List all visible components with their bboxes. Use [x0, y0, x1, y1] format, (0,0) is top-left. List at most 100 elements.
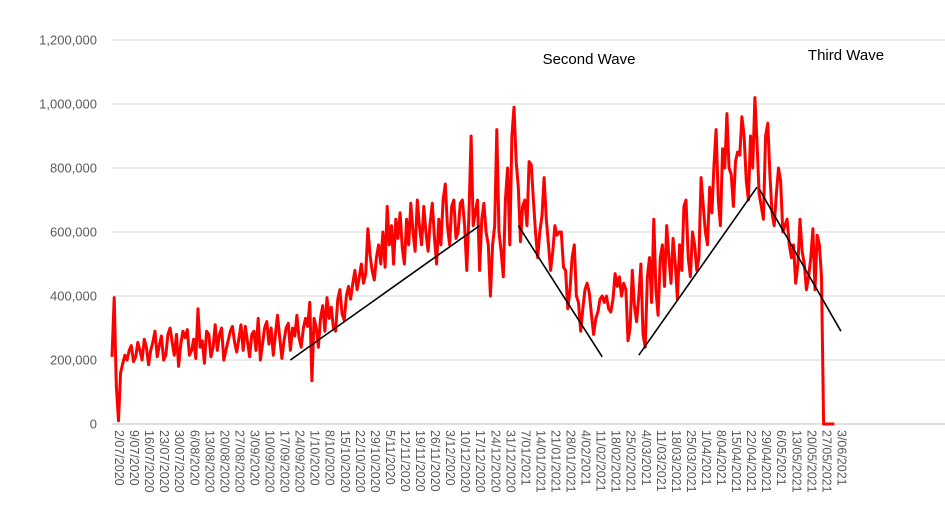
- data-point: [506, 167, 508, 169]
- x-tick-label: 3/12/2020: [443, 430, 457, 486]
- data-point: [330, 306, 332, 308]
- x-tick-label: 8/10/2020: [323, 430, 337, 486]
- data-point: [203, 362, 205, 364]
- data-point: [586, 282, 588, 284]
- x-tick-label: 24/09/2020: [293, 430, 307, 493]
- data-point: [455, 237, 457, 239]
- data-point: [115, 384, 117, 386]
- data-point: [599, 298, 601, 300]
- data-point: [730, 173, 732, 175]
- data-point: [427, 250, 429, 252]
- data-point: [820, 276, 822, 278]
- x-tick-label: 24/12/2020: [488, 430, 502, 493]
- x-tick-label: 12/11/2020: [398, 430, 412, 492]
- data-point: [810, 256, 812, 258]
- data-point: [156, 356, 158, 358]
- x-tick-label: 5/11/2020: [383, 430, 397, 485]
- data-point: [571, 256, 573, 258]
- data-point: [177, 365, 179, 367]
- data-point: [216, 349, 218, 351]
- data-point: [732, 205, 734, 207]
- data-point: [193, 338, 195, 340]
- data-point: [558, 231, 560, 233]
- data-point: [337, 298, 339, 300]
- data-point: [719, 224, 721, 226]
- data-point: [468, 215, 470, 217]
- x-tick-label: 23/07/2020: [157, 430, 171, 493]
- data-point: [274, 333, 276, 335]
- data-point: [487, 244, 489, 246]
- x-tick-label: 25/02/2021: [624, 430, 638, 493]
- data-point: [279, 336, 281, 338]
- data-point: [797, 263, 799, 265]
- data-point: [197, 308, 199, 310]
- data-point: [592, 333, 594, 335]
- data-point: [255, 349, 257, 351]
- data-point: [300, 346, 302, 348]
- data-point: [530, 164, 532, 166]
- data-point: [481, 218, 483, 220]
- trend-line: [758, 188, 842, 332]
- x-tick-label: 18/03/2021: [669, 430, 683, 493]
- data-point: [259, 359, 261, 361]
- x-tick-label: 30/07/2020: [172, 430, 186, 493]
- data-point: [784, 224, 786, 226]
- data-point: [246, 340, 248, 342]
- x-tick-label: 31/12/2020: [503, 430, 517, 493]
- data-point: [405, 218, 407, 220]
- data-point: [812, 228, 814, 230]
- data-point: [324, 330, 326, 332]
- data-point: [724, 167, 726, 169]
- data-point: [270, 327, 272, 329]
- data-point: [281, 357, 283, 359]
- data-point: [612, 298, 614, 300]
- data-point: [143, 338, 145, 340]
- data-point: [687, 256, 689, 258]
- y-axis-tick-labels: 0 200,000 400,000 600,000 800,000 1,000,000 1,…: [39, 33, 97, 432]
- data-point: [627, 340, 629, 342]
- data-point: [702, 205, 704, 207]
- data-point: [167, 333, 169, 335]
- data-point: [515, 160, 517, 162]
- data-point: [248, 356, 250, 358]
- data-point: [287, 322, 289, 324]
- y-tick-label: 1,000,000: [39, 97, 97, 112]
- data-point: [616, 285, 618, 287]
- data-point: [698, 256, 700, 258]
- data-point: [150, 349, 152, 351]
- data-point: [519, 240, 521, 242]
- data-point: [199, 346, 201, 348]
- annotation-third-wave: Third Wave: [808, 47, 884, 64]
- data-point: [650, 301, 652, 303]
- data-point: [717, 199, 719, 201]
- data-point: [683, 205, 685, 207]
- data-point: [392, 263, 394, 265]
- data-point: [261, 343, 263, 345]
- data-point: [472, 224, 474, 226]
- data-point: [678, 244, 680, 246]
- data-point: [175, 333, 177, 335]
- data-point: [534, 231, 536, 233]
- data-point: [715, 128, 717, 130]
- data-point: [236, 351, 238, 353]
- data-point: [186, 328, 188, 330]
- data-point: [560, 231, 562, 233]
- data-point: [453, 199, 455, 201]
- data-point: [457, 231, 459, 233]
- data-point: [171, 341, 173, 343]
- data-point: [517, 186, 519, 188]
- data-point: [401, 247, 403, 249]
- data-point: [657, 314, 659, 316]
- data-point: [412, 231, 414, 233]
- data-point: [399, 212, 401, 214]
- data-point: [764, 135, 766, 137]
- data-point: [298, 336, 300, 338]
- data-point: [625, 288, 627, 290]
- data-point: [356, 288, 358, 290]
- data-point: [498, 231, 500, 233]
- data-point: [225, 349, 227, 351]
- data-point: [704, 231, 706, 233]
- data-point: [754, 96, 756, 98]
- data-point: [756, 141, 758, 143]
- data-point: [257, 317, 259, 319]
